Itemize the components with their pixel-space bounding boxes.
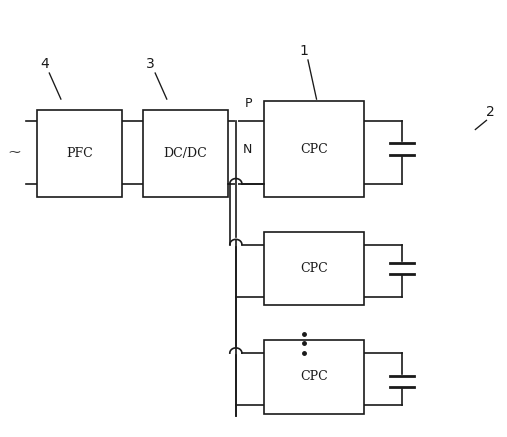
Bar [264,232,365,305]
Text: CPC: CPC [300,262,328,275]
Text: CPC: CPC [300,142,328,156]
Text: 1: 1 [300,44,308,58]
Text: 3: 3 [146,57,155,71]
Text: PFC: PFC [66,147,93,160]
Text: ~: ~ [7,143,21,160]
Text: CPC: CPC [300,371,328,384]
Bar [264,101,365,197]
Bar [264,340,365,414]
Text: P: P [244,97,252,110]
Text: DC/DC: DC/DC [164,147,207,160]
Bar [142,110,228,197]
Text: 2: 2 [486,104,495,118]
Bar [37,110,122,197]
Text: 4: 4 [40,57,49,71]
Text: N: N [243,143,252,156]
